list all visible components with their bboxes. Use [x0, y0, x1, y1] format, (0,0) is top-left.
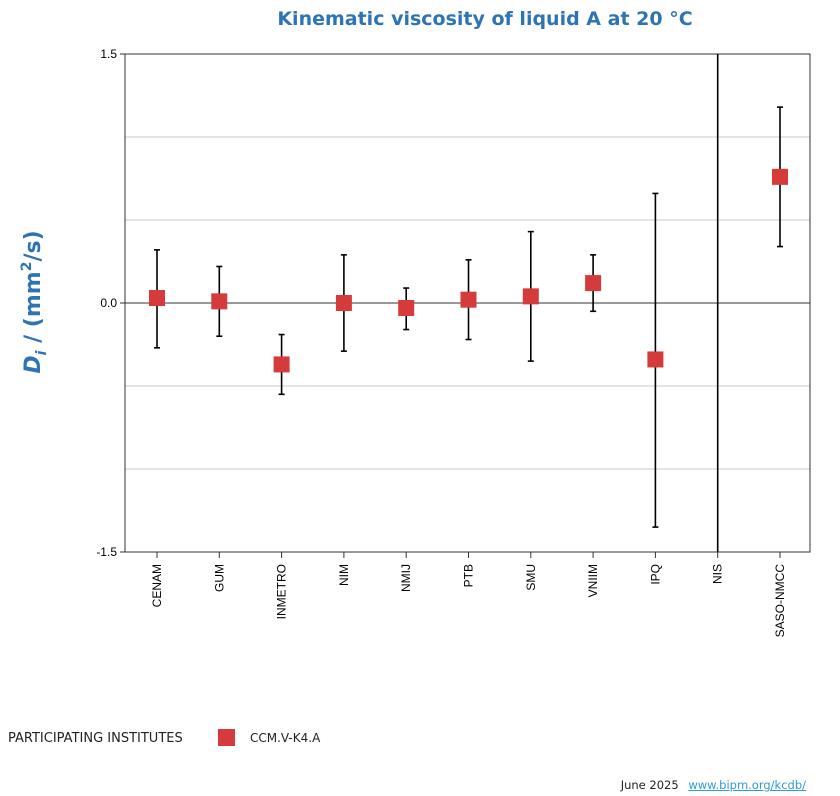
x-tick-label: NMIJ	[399, 564, 413, 592]
y-tick-label: 0.0	[100, 296, 117, 310]
footer: June 2025 www.bipm.org/kcdb/	[621, 778, 806, 792]
y-axis-label-unit-post: /s)	[21, 230, 46, 261]
x-tick-label: NIM	[337, 564, 351, 586]
footer-date: June 2025	[620, 778, 679, 792]
data-point	[273, 356, 290, 373]
y-axis-label-unit-sup: 2	[19, 262, 35, 272]
chart-title: Kinematic viscosity of liquid A at 20 °C	[277, 8, 692, 30]
legend-swatch	[218, 729, 235, 746]
x-tick-label: CENAM	[150, 564, 164, 607]
data-point	[335, 295, 352, 311]
legend-heading: PARTICIPATING INSTITUTES	[8, 731, 183, 746]
data-point	[647, 351, 664, 368]
y-tick-label: -1.5	[96, 545, 117, 559]
x-tick-label: IPQ	[648, 564, 662, 585]
plot-area: 1.5 0.0 -1.5 CENAM GUM INMETRO NIM NMIJ PTB SMU VN…	[96, 47, 811, 638]
data-point	[522, 288, 539, 305]
y-axis-label: Di / (mm2/s)	[19, 230, 50, 373]
x-tick-label: VNIIM	[586, 564, 600, 597]
x-tick-label: NIS	[711, 564, 725, 584]
data-point	[211, 293, 228, 310]
data-point	[149, 290, 165, 307]
x-tick-label: PTB	[462, 564, 476, 587]
x-tick-label: GUM	[212, 564, 226, 592]
x-tick-label: SMU	[524, 564, 538, 591]
data-point	[398, 299, 415, 316]
y-axis-label-unit-pre: / (mm	[21, 271, 46, 350]
data-point	[585, 275, 602, 292]
legend-series-label: CCM.V-K4.A	[250, 731, 321, 745]
kcdb-link[interactable]: www.bipm.org/kcdb/	[688, 778, 806, 792]
y-tick-label: 1.5	[100, 47, 117, 61]
y-axis-label-var: D	[21, 355, 46, 373]
x-tick-label: SASO-NMCC	[773, 564, 787, 638]
y-axis-label-sub: i	[34, 350, 50, 355]
x-tick-label: INMETRO	[275, 564, 289, 619]
data-point	[460, 291, 477, 308]
data-point	[772, 168, 788, 185]
